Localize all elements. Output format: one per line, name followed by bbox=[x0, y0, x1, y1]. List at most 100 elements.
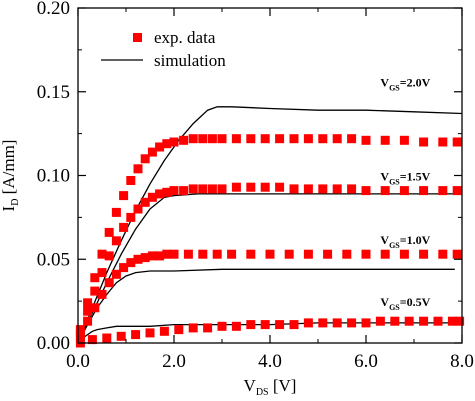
annotation-main: V bbox=[380, 76, 389, 90]
data-point-vgs-1.5V bbox=[207, 184, 217, 194]
data-point-vgs-2.0V bbox=[147, 147, 157, 157]
data-point-vgs-2.0V bbox=[111, 207, 121, 217]
data-point-vgs-2.0V bbox=[231, 134, 241, 144]
data-point-vgs-1.5V bbox=[260, 182, 270, 192]
y-tick-label: 0.00 bbox=[37, 333, 70, 354]
y-axis-title-unit: [A/mm] bbox=[0, 140, 18, 199]
annotation-value: =2.0V bbox=[400, 76, 431, 90]
data-point-vgs-1.0V bbox=[246, 249, 256, 259]
y-axis-title-main: I bbox=[0, 205, 18, 211]
data-point-vgs-1.5V bbox=[275, 182, 285, 192]
data-point-vgs-1.0V bbox=[323, 249, 333, 259]
data-point-vgs-1.0V bbox=[119, 263, 129, 273]
data-point-vgs-1.5V bbox=[438, 186, 448, 196]
data-point-vgs-1.0V bbox=[104, 278, 114, 288]
x-tick-label: 6.0 bbox=[354, 351, 378, 372]
y-tick-label: 0.20 bbox=[37, 0, 70, 19]
data-point-vgs-0.5V bbox=[275, 320, 285, 330]
data-point-vgs-1.5V bbox=[147, 192, 157, 202]
data-point-vgs-1.0V bbox=[361, 249, 371, 259]
data-point-vgs-1.5V bbox=[104, 251, 114, 261]
x-axis-title-unit: [V] bbox=[269, 376, 297, 395]
x-tick-label: 2.0 bbox=[162, 351, 186, 372]
data-point-vgs-0.5V bbox=[260, 320, 270, 330]
data-point-vgs-1.5V bbox=[90, 286, 100, 296]
data-point-vgs-1.5V bbox=[303, 184, 313, 194]
annotation-value: =1.0V bbox=[400, 233, 431, 247]
data-point-vgs-0.5V bbox=[419, 316, 429, 326]
data-point-vgs-2.0V bbox=[155, 142, 165, 152]
data-point-vgs-2.0V bbox=[207, 134, 217, 144]
data-point-vgs-2.0V bbox=[318, 134, 328, 144]
simulation-line-vgs-1.0V bbox=[77, 268, 455, 344]
data-point-vgs-2.0V bbox=[347, 134, 357, 144]
annotation-main: V bbox=[380, 170, 389, 184]
x-tick-label: 4.0 bbox=[258, 351, 282, 372]
tick-labels: 0.0 2.0 4.0 6.0 8.0 0.00 0.05 0.10 0.15 0.20 bbox=[37, 0, 474, 372]
legend-label-sim: simulation bbox=[154, 51, 226, 70]
data-point-vgs-1.0V bbox=[342, 249, 352, 259]
data-point-vgs-1.5V bbox=[126, 212, 136, 222]
legend-label-exp: exp. data bbox=[154, 28, 216, 47]
data-point-vgs-1.5V bbox=[231, 182, 241, 192]
data-point-vgs-1.5V bbox=[155, 189, 165, 199]
data-point-vgs-1.5V bbox=[332, 184, 342, 194]
data-point-vgs-1.5V bbox=[198, 184, 208, 194]
data-point-vgs-1.5V bbox=[140, 197, 150, 207]
data-point-vgs-1.0V bbox=[265, 249, 275, 259]
data-point-vgs-1.0V bbox=[198, 249, 208, 259]
exp-data-markers bbox=[75, 134, 465, 348]
data-point-vgs-2.0V bbox=[126, 176, 136, 185]
data-point-vgs-2.0V bbox=[289, 134, 299, 144]
data-point-vgs-2.0V bbox=[260, 134, 270, 144]
axis-titles: VDS [V] ID [A/mm] bbox=[0, 140, 296, 398]
data-point-vgs-1.0V bbox=[111, 269, 121, 279]
data-point-vgs-1.0V bbox=[90, 303, 100, 313]
data-point-vgs-0.5V bbox=[203, 323, 213, 333]
data-point-vgs-0.5V bbox=[231, 321, 241, 331]
data-point-vgs-2.0V bbox=[140, 154, 150, 164]
data-point-vgs-1.0V bbox=[227, 249, 237, 259]
data-point-vgs-1.0V bbox=[147, 251, 157, 261]
data-point-vgs-1.0V bbox=[452, 249, 462, 259]
data-point-vgs-2.0V bbox=[332, 134, 342, 144]
data-point-vgs-1.5V bbox=[347, 184, 357, 194]
data-point-vgs-1.0V bbox=[97, 289, 107, 299]
x-tick-label: 0.0 bbox=[66, 351, 90, 372]
vgs-annotation: VGS=1.5V bbox=[380, 170, 430, 187]
data-point-vgs-2.0V bbox=[380, 135, 390, 145]
data-point-vgs-1.5V bbox=[188, 184, 198, 194]
y-tick-label: 0.05 bbox=[37, 249, 70, 270]
data-point-vgs-1.0V bbox=[284, 249, 294, 259]
simulation-line-vgs-0.5V bbox=[77, 322, 455, 344]
annotation-sub: GS bbox=[389, 303, 400, 312]
data-point-vgs-1.0V bbox=[133, 254, 143, 264]
data-point-vgs-0.5V bbox=[390, 316, 400, 326]
data-point-vgs-1.0V bbox=[140, 253, 150, 263]
data-point-vgs-0.5V bbox=[455, 316, 465, 326]
data-point-vgs-2.0V bbox=[179, 135, 189, 145]
data-point-vgs-0.5V bbox=[361, 318, 371, 328]
data-point-vgs-2.0V bbox=[419, 137, 429, 147]
data-point-vgs-0.5V bbox=[303, 318, 313, 328]
axis-ticks bbox=[77, 7, 463, 344]
data-point-vgs-1.5V bbox=[380, 186, 390, 196]
data-point-vgs-1.0V bbox=[419, 249, 429, 259]
data-point-vgs-2.0V bbox=[399, 135, 409, 145]
data-point-vgs-2.0V bbox=[188, 134, 198, 144]
data-point-vgs-0.5V bbox=[433, 316, 443, 326]
data-point-vgs-1.5V bbox=[246, 182, 256, 192]
annotation-main: V bbox=[380, 233, 389, 247]
data-point-vgs-1.5V bbox=[399, 186, 409, 196]
data-point-vgs-1.5V bbox=[361, 186, 371, 196]
data-point-vgs-2.0V bbox=[361, 135, 371, 145]
data-point-vgs-2.0V bbox=[452, 137, 462, 147]
annotation-main: V bbox=[380, 295, 389, 309]
simulation-line-vgs-2.0V bbox=[77, 106, 463, 344]
data-point-vgs-0.5V bbox=[159, 326, 169, 336]
data-point-vgs-2.0V bbox=[104, 227, 114, 237]
data-point-vgs-1.0V bbox=[380, 249, 390, 259]
legend-marker-exp bbox=[133, 33, 142, 42]
data-point-vgs-0.5V bbox=[375, 316, 385, 326]
